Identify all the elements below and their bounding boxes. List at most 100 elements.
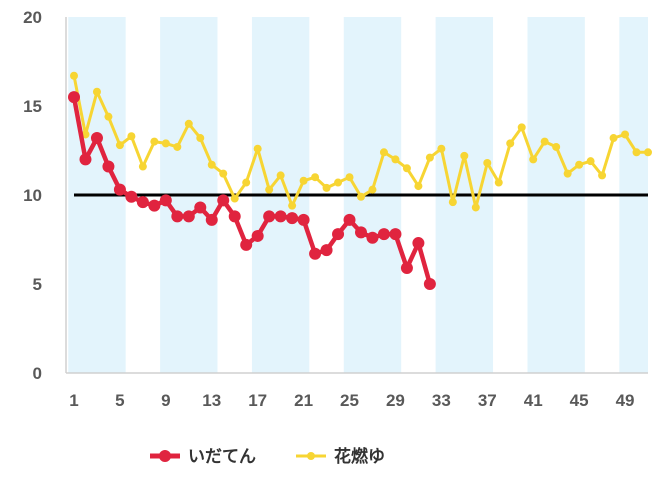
series-2-point-45: [575, 160, 584, 169]
series-2-point-7: [138, 162, 147, 171]
series-2-point-44: [563, 169, 572, 178]
y-tick-label-0: 0: [33, 364, 42, 383]
legend-item-1: いだてん: [150, 447, 256, 467]
series-1-point-22: [309, 247, 322, 260]
series-2-point-36: [471, 203, 480, 212]
y-tick-label-5: 5: [33, 275, 42, 294]
series-2-point-39: [506, 139, 515, 148]
series-2-point-19: [276, 171, 285, 180]
y-tick-label-10: 10: [23, 186, 42, 205]
series-2-point-20: [288, 201, 297, 210]
series-1-point-1: [68, 91, 80, 104]
series-1-point-4: [102, 160, 115, 173]
series-1-point-31: [412, 237, 425, 250]
series-2-point-27: [368, 185, 377, 194]
series-1-point-28: [377, 228, 390, 241]
series-1-point-8: [148, 199, 161, 212]
legend-item-1-label: いだてん: [188, 447, 256, 467]
series-2-point-18: [265, 185, 274, 194]
series-1-point-17: [251, 229, 264, 242]
series-2-point-16: [242, 178, 251, 187]
series-2-point-22: [311, 173, 320, 182]
series-2-point-1: [70, 71, 78, 80]
series-2-point-38: [494, 178, 503, 187]
series-2-point-12: [196, 134, 205, 143]
series-2-point-37: [483, 158, 492, 167]
x-tick-label-1: 1: [69, 391, 78, 410]
x-tick-label-29: 29: [386, 391, 405, 410]
series-2-point-50: [632, 148, 641, 157]
series-1-point-5: [113, 183, 126, 196]
x-tick-label-5: 5: [115, 391, 124, 410]
series-1-point-27: [366, 231, 379, 244]
series-2-point-43: [552, 142, 561, 151]
series-1-point-26: [355, 226, 367, 239]
series-2-point-15: [230, 194, 239, 203]
series-1-point-3: [90, 132, 103, 145]
x-tick-label-37: 37: [478, 391, 497, 410]
series-2-point-4: [104, 112, 113, 121]
series-2-point-40: [517, 123, 526, 132]
series-1-point-12: [194, 201, 207, 214]
series-2-point-47: [598, 171, 607, 180]
legend-item-1-marker: [159, 450, 171, 462]
series-1-point-25: [343, 213, 356, 226]
series-2-point-21: [299, 176, 308, 185]
x-tick-label-21: 21: [294, 391, 313, 410]
series-2-point-8: [150, 137, 159, 146]
x-tick-label-49: 49: [616, 391, 635, 410]
x-tick-label-41: 41: [524, 391, 543, 410]
series-1-point-24: [332, 228, 345, 241]
series-group: [68, 71, 652, 290]
legend-item-2-label: 花燃ゆ: [334, 446, 385, 467]
series-2-point-11: [184, 119, 193, 128]
series-2-point-41: [529, 155, 538, 164]
legend: いだてん 花燃ゆ: [150, 446, 385, 467]
series-1-point-10: [171, 210, 184, 223]
axes: [65, 17, 648, 374]
series-2-point-25: [345, 173, 354, 182]
series-1-point-23: [320, 244, 333, 257]
series-1-point-16: [240, 238, 253, 251]
series-1-point-30: [400, 261, 413, 274]
series-2-point-9: [161, 139, 170, 148]
series-2-point-32: [425, 153, 434, 162]
series-1-point-29: [389, 228, 402, 241]
series-1-point-13: [205, 213, 218, 226]
series-1-point-9: [159, 194, 172, 207]
y-axis-tick-labels: 0 5 10 15 20: [23, 8, 42, 383]
series-1: [68, 91, 436, 290]
series-2-point-6: [127, 132, 136, 141]
series-1-point-14: [217, 194, 230, 207]
x-tick-label-9: 9: [161, 391, 170, 410]
series-1-point-6: [125, 190, 138, 203]
x-tick-label-45: 45: [570, 391, 589, 410]
series-2-point-3: [92, 87, 101, 96]
series-2-point-29: [391, 155, 400, 164]
series-1-point-15: [228, 210, 241, 223]
series-1-point-18: [263, 210, 276, 223]
y-tick-label-15: 15: [23, 97, 42, 116]
series-1-point-2: [79, 153, 92, 166]
y-tick-label-20: 20: [23, 8, 42, 27]
series-1-point-20: [286, 212, 299, 225]
series-1-point-21: [297, 213, 310, 226]
series-2-point-23: [322, 183, 331, 192]
legend-item-2: 花燃ゆ: [296, 446, 385, 467]
x-tick-label-13: 13: [202, 391, 221, 410]
series-2-point-30: [402, 164, 411, 173]
x-axis-tick-labels: 1 5 9 13 17 21 25 29 33 37 41 45 49: [69, 391, 634, 410]
series-2-point-33: [437, 144, 446, 153]
series-2-point-48: [609, 134, 618, 143]
series-2-point-42: [540, 137, 549, 146]
series-2-point-34: [448, 198, 457, 207]
series-2-point-24: [334, 178, 343, 187]
series-2-point-46: [586, 157, 595, 166]
x-tick-label-17: 17: [248, 391, 267, 410]
series-2-point-17: [253, 144, 262, 153]
series-2-point-35: [460, 151, 469, 160]
series-2-point-28: [379, 148, 388, 157]
x-tick-label-33: 33: [432, 391, 451, 410]
series-2-point-5: [115, 141, 124, 150]
